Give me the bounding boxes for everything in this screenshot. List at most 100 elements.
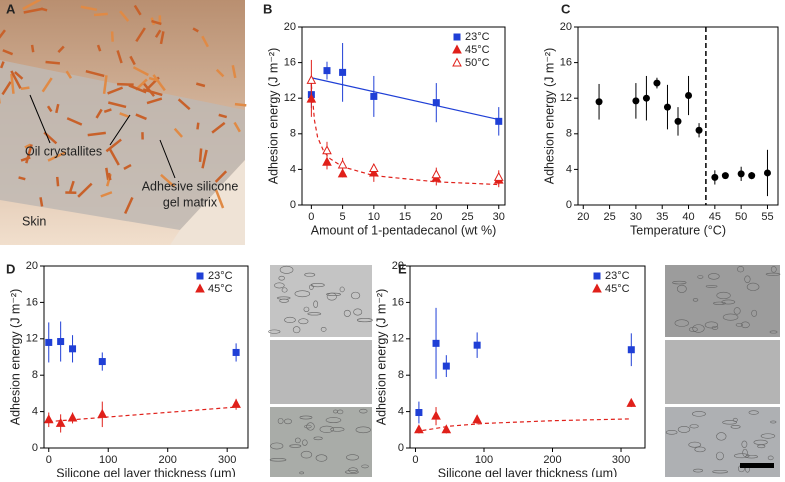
marker (431, 410, 441, 420)
micrographs (268, 265, 781, 477)
texture (299, 471, 305, 475)
crystal (173, 127, 184, 138)
crystal (148, 76, 158, 82)
fit-line (311, 77, 499, 121)
texture (294, 437, 301, 444)
marker (748, 172, 756, 180)
marker (595, 98, 603, 106)
legend-marker (195, 283, 205, 293)
texture (313, 300, 319, 308)
marker (45, 338, 53, 346)
texture (760, 433, 776, 439)
y-tick-label: 0 (32, 442, 38, 454)
crystal (40, 7, 48, 12)
texture (348, 467, 358, 473)
texture (274, 282, 285, 289)
x-tick-label: 100 (99, 454, 117, 466)
crystal (2, 49, 14, 56)
texture (730, 424, 741, 429)
texture (270, 442, 284, 450)
crystal (218, 113, 228, 119)
legend-label: 50°C (465, 57, 490, 69)
y-tick-label: 4 (32, 406, 38, 418)
texture (712, 470, 728, 474)
texture (302, 439, 308, 446)
texture (309, 284, 314, 290)
crystal (30, 44, 35, 53)
texture (356, 318, 373, 323)
marker (432, 99, 440, 107)
legend-label: 45°C (208, 283, 233, 295)
texture (337, 409, 344, 415)
crystal (1, 81, 12, 96)
micrograph (270, 265, 372, 337)
illustration: Oil crystallites Adhesive silicone gel m… (0, 0, 247, 245)
texture (355, 426, 371, 434)
texture (278, 275, 285, 281)
crystal (107, 86, 124, 95)
y-tick-label: 20 (560, 21, 572, 33)
marker (711, 173, 719, 181)
crystal (201, 35, 209, 48)
crystal (152, 74, 166, 92)
fit-line (48, 406, 237, 423)
texture (767, 455, 774, 461)
crystal (214, 170, 228, 183)
y-tick-label: 12 (284, 92, 296, 104)
crystal (14, 71, 24, 80)
crystal (215, 68, 225, 78)
texture (665, 430, 678, 435)
marker (415, 409, 423, 417)
crystal (151, 19, 162, 26)
y-tick-label: 4 (290, 163, 296, 175)
crystal (95, 108, 103, 119)
marker (414, 424, 424, 434)
arrow (159, 139, 176, 179)
texture (751, 309, 758, 317)
x-tick-label: 20 (577, 211, 589, 223)
texture (353, 308, 363, 316)
texture (697, 275, 704, 279)
texture (688, 441, 702, 448)
crystal (135, 78, 148, 91)
crystal (119, 10, 130, 22)
marker (43, 414, 54, 424)
crystal (141, 132, 144, 140)
crystal (77, 182, 93, 198)
crystal (22, 0, 41, 11)
crystal (0, 61, 5, 69)
texture (298, 318, 309, 325)
x-tick-label: 10 (368, 211, 380, 223)
crystal (107, 101, 127, 109)
crystal (234, 102, 247, 107)
crystal (10, 70, 22, 89)
crystal (0, 97, 1, 104)
marker (663, 103, 671, 111)
marker (737, 170, 745, 178)
texture (722, 420, 737, 425)
crystal (55, 176, 60, 187)
panel-letter: D (6, 261, 15, 276)
marker (493, 171, 504, 181)
micrograph (270, 340, 372, 404)
y-tick-label: 20 (26, 260, 38, 272)
fit-line (310, 84, 499, 186)
legend-marker (452, 57, 462, 67)
x-tick-label: 0 (46, 454, 52, 466)
crystal (124, 196, 134, 215)
texture (733, 307, 741, 315)
texture (268, 329, 281, 334)
marker (653, 79, 661, 87)
crystal (123, 163, 132, 170)
texture (769, 330, 778, 334)
crystal (55, 103, 60, 114)
texture (692, 324, 705, 333)
x-tick-label: 55 (761, 211, 773, 223)
legend-label: 45°C (465, 44, 490, 56)
marker (67, 412, 78, 422)
x-tick-label: 40 (682, 211, 694, 223)
marker (57, 338, 65, 346)
crystal (231, 64, 237, 79)
texture (303, 306, 310, 312)
